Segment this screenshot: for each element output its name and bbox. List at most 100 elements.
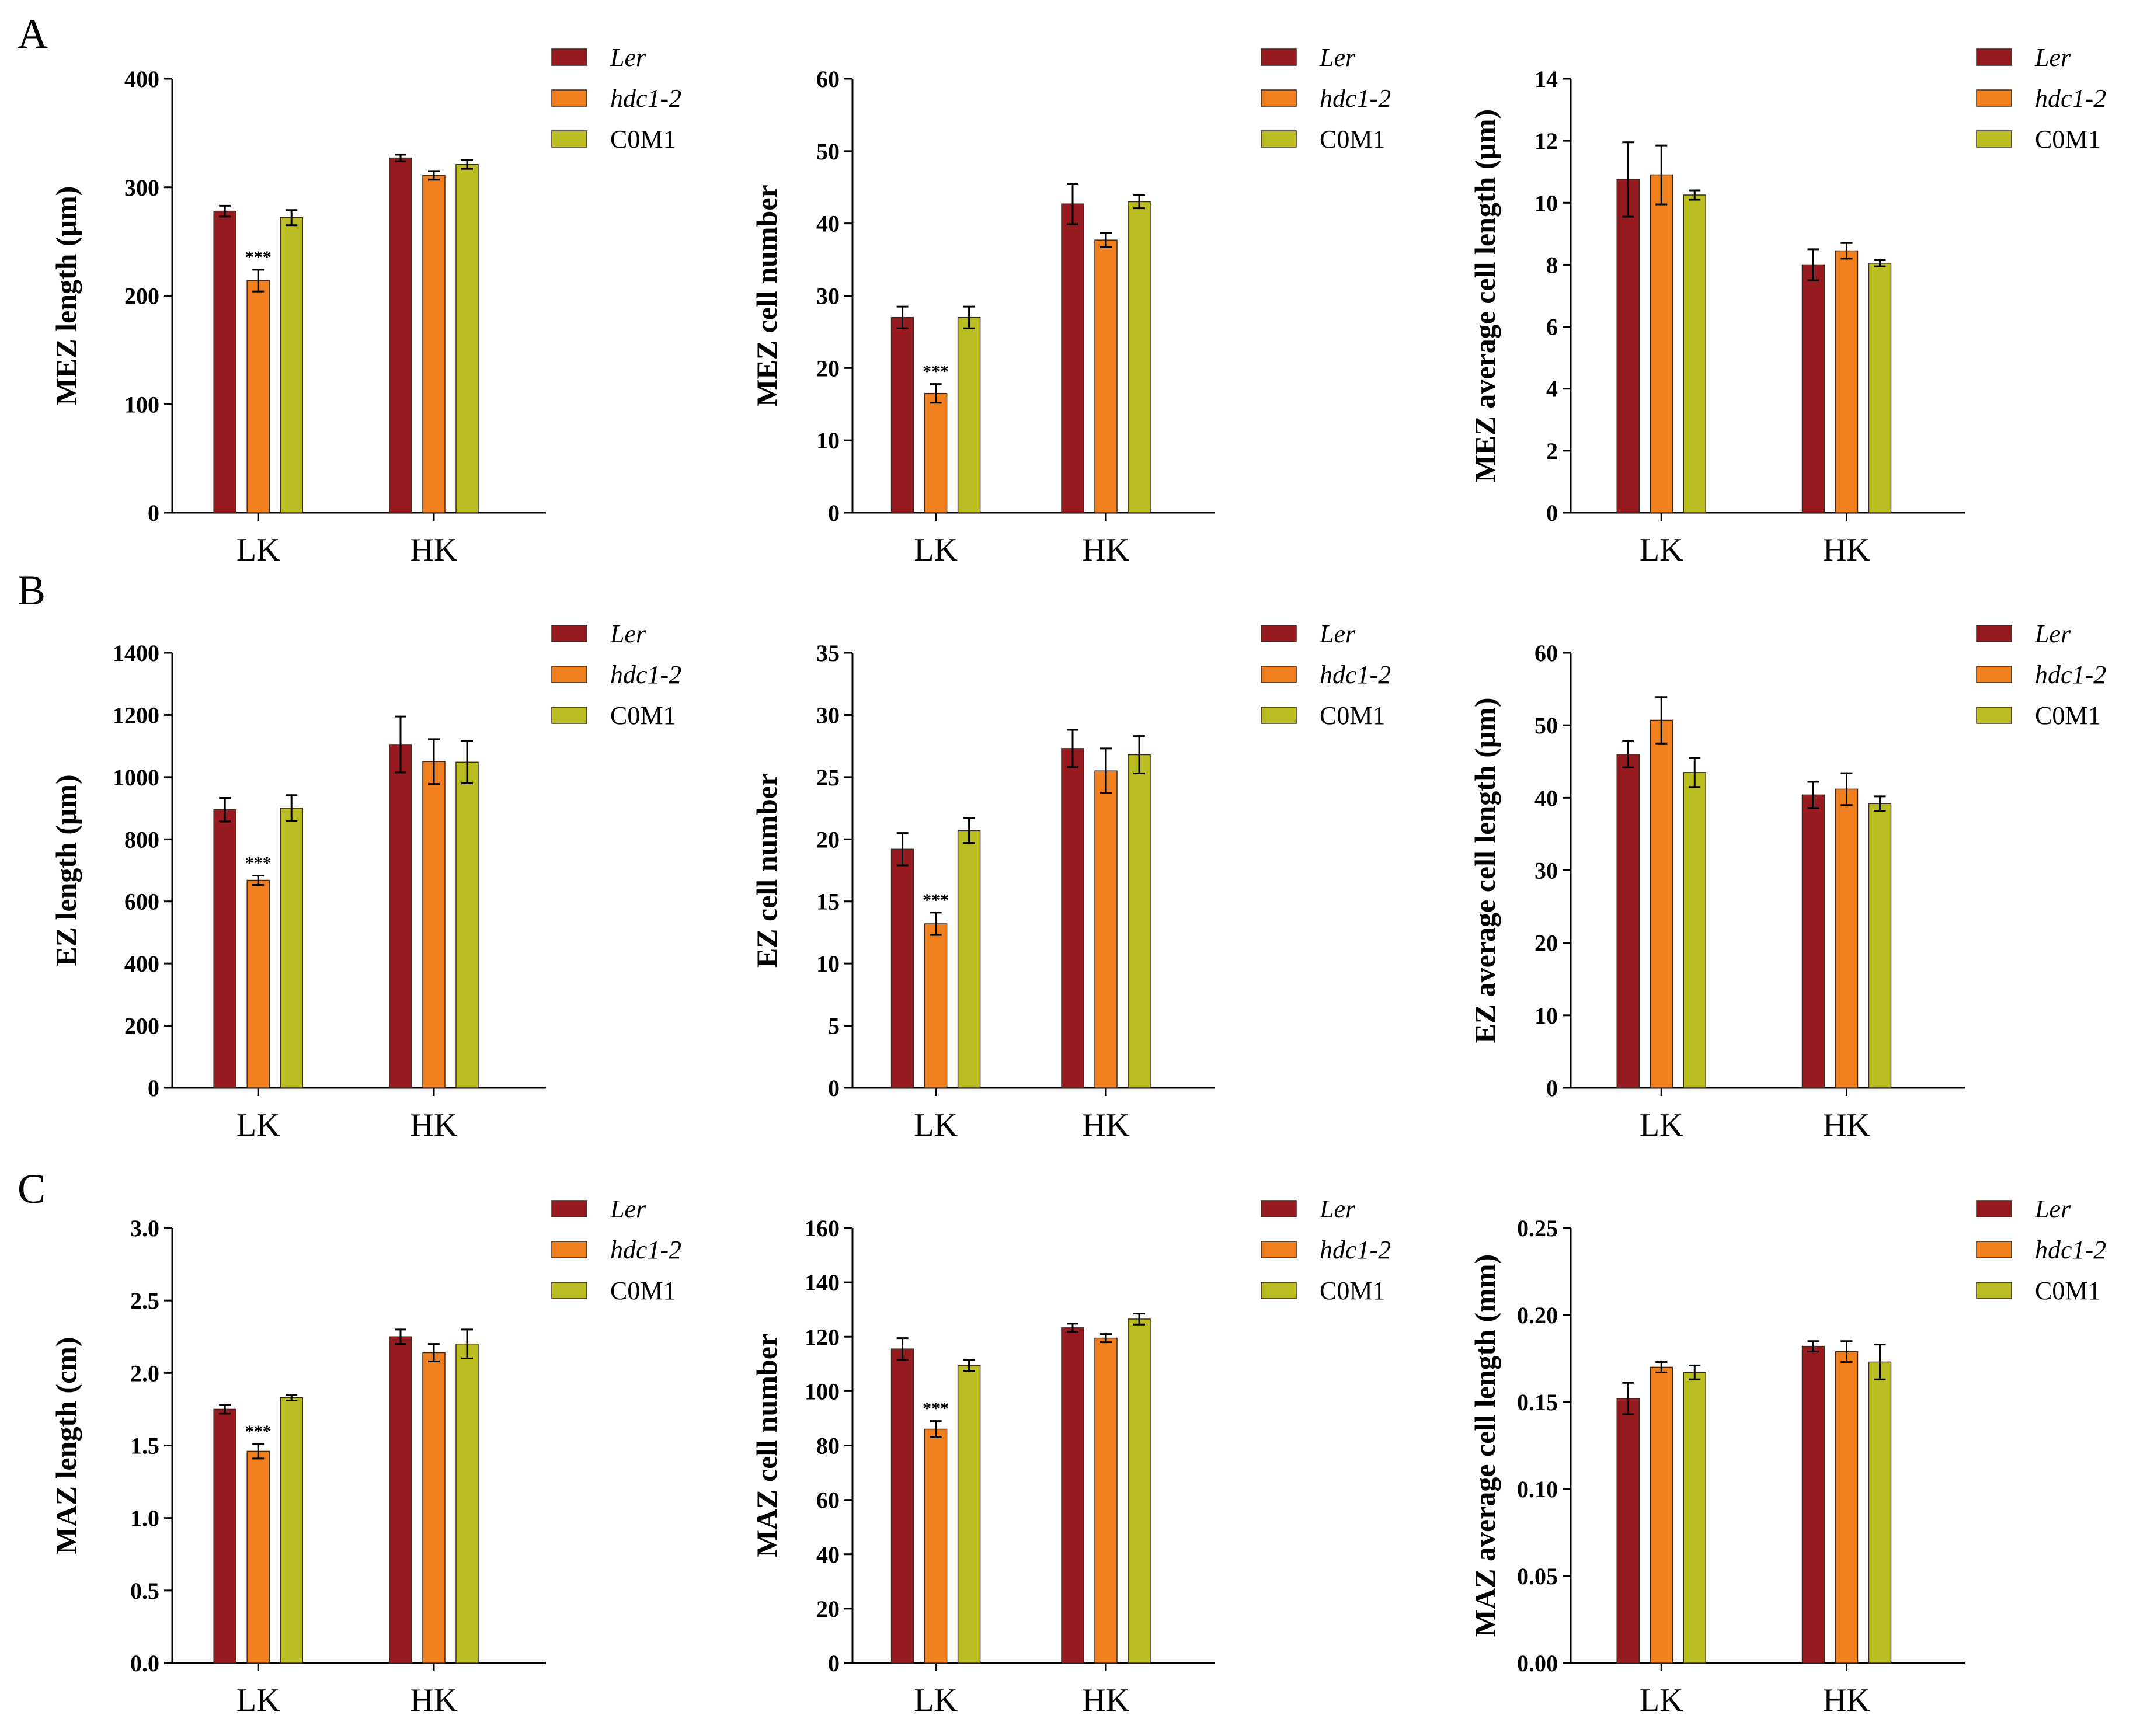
x-tick-label-lk: LK <box>1640 532 1683 568</box>
legend-swatch-2 <box>1976 1241 2012 1258</box>
bar-c0m1-lk <box>1683 772 1706 1088</box>
chart-3: 0 2 4 6 8 10 12 14 MEZ average cell length (μm) L… <box>1469 43 2106 568</box>
bar-c0m1-lk <box>280 1397 303 1664</box>
x-tick-label-hk: HK <box>1823 1682 1870 1718</box>
bar-hdc12-hk <box>1835 788 1859 1088</box>
bar-hdc12-lk <box>924 1428 948 1664</box>
y-tick-label: 0.00 <box>1517 1650 1558 1676</box>
x-tick-label-hk: HK <box>1823 1107 1870 1143</box>
y-tick-label: 100 <box>124 391 159 418</box>
y-tick-label: 2.0 <box>130 1360 159 1386</box>
bar-ler-lk <box>890 848 914 1088</box>
significance-marker: *** <box>245 854 272 873</box>
bar-ler-hk <box>1061 1327 1084 1664</box>
legend-swatch-2 <box>1976 89 2012 107</box>
y-axis-label: EZ cell number <box>750 773 783 968</box>
bar-c0m1-hk <box>1868 803 1892 1088</box>
bar-hdc12-lk <box>924 392 948 513</box>
chart-7: 0.0 0.5 1.0 1.5 2.0 2.5 3.0 MAZ length (cm) LK HK… <box>50 1195 681 1718</box>
y-tick-label: 200 <box>124 283 159 309</box>
y-tick-label: 20 <box>1534 930 1558 956</box>
legend-label-2: hdc1-2 <box>2035 84 2106 113</box>
bar-c0m1-lk <box>280 808 303 1088</box>
legend-swatch-2 <box>1261 89 1297 107</box>
y-tick-label: 800 <box>124 826 159 853</box>
bar-hdc12-hk <box>1094 1337 1118 1664</box>
bar-ler-lk <box>213 809 236 1088</box>
legend-label-1: Ler <box>610 620 646 648</box>
y-tick-label: 140 <box>805 1269 840 1296</box>
bar-hdc12-lk <box>246 1450 270 1664</box>
y-tick-label: 1200 <box>113 702 159 728</box>
y-axis-label: MAZ cell number <box>750 1334 783 1557</box>
y-tick-label: 40 <box>816 211 840 237</box>
legend-label-2: hdc1-2 <box>610 84 681 113</box>
legend-label-2: hdc1-2 <box>1320 660 1391 689</box>
y-tick-label: 50 <box>1534 712 1558 739</box>
bar-hdc12-lk <box>924 923 948 1088</box>
y-tick-label: 60 <box>1534 640 1558 666</box>
y-tick-label: 1400 <box>113 640 159 666</box>
y-axis-label: MEZ average cell length (μm) <box>1469 109 1501 482</box>
y-tick-label: 10 <box>1534 1003 1558 1029</box>
legend-swatch-3 <box>1976 130 2012 148</box>
y-tick-label: 100 <box>805 1378 840 1404</box>
y-tick-label: 50 <box>816 138 840 165</box>
y-tick-label: 25 <box>816 764 840 791</box>
y-tick-label: 40 <box>816 1542 840 1568</box>
y-tick-label: 0.5 <box>130 1578 159 1604</box>
legend-swatch-3 <box>1261 707 1297 724</box>
y-tick-label: 15 <box>816 889 840 915</box>
legend-swatch-1 <box>1261 1200 1297 1217</box>
legend-label-2: hdc1-2 <box>610 660 681 689</box>
significance-marker: *** <box>923 890 949 910</box>
bar-c0m1-lk <box>1683 1372 1706 1664</box>
y-tick-label: 0.20 <box>1517 1302 1558 1328</box>
y-tick-label: 160 <box>805 1215 840 1241</box>
y-axis-label: EZ length (μm) <box>50 774 82 966</box>
legend-label-3: C0M1 <box>610 701 676 730</box>
legend-swatch-3 <box>1976 707 2012 724</box>
y-tick-label: 400 <box>124 951 159 977</box>
y-tick-label: 400 <box>124 66 159 92</box>
bar-hdc12-hk <box>1835 250 1859 513</box>
y-tick-label: 60 <box>816 66 840 92</box>
y-tick-label: 20 <box>816 355 840 381</box>
x-tick-label-hk: HK <box>1083 1107 1130 1143</box>
legend-swatch-2 <box>1976 666 2012 683</box>
x-tick-label-hk: HK <box>1083 532 1130 568</box>
bar-hdc12-hk <box>1835 1351 1859 1664</box>
bar-c0m1-lk <box>280 217 303 513</box>
y-tick-label: 0 <box>148 500 159 526</box>
x-tick-label-lk: LK <box>914 1682 958 1718</box>
y-tick-label: 0.05 <box>1517 1563 1558 1589</box>
y-tick-label: 35 <box>816 640 840 666</box>
legend-label-2: hdc1-2 <box>1320 1236 1391 1264</box>
y-tick-label: 0.10 <box>1517 1476 1558 1502</box>
legend-swatch-2 <box>551 1241 587 1258</box>
bar-c0m1-hk <box>455 163 479 513</box>
bar-ler-lk <box>213 1408 236 1664</box>
y-tick-label: 3.0 <box>130 1215 159 1241</box>
legend-swatch-3 <box>551 1282 587 1299</box>
bar-c0m1-lk <box>957 1365 981 1664</box>
bar-hdc12-lk <box>1650 1366 1673 1664</box>
chart-8: 0 20 40 60 80 100 120 140 160 MAZ cell number LK HK… <box>750 1195 1391 1718</box>
x-tick-label-lk: LK <box>914 1107 958 1143</box>
legend-swatch-1 <box>1976 48 2012 66</box>
legend-label-2: hdc1-2 <box>1320 84 1391 113</box>
bar-hdc12-hk <box>422 761 446 1088</box>
y-tick-label: 10 <box>816 427 840 454</box>
x-tick-label-lk: LK <box>236 1107 280 1143</box>
bar-ler-lk <box>890 1348 914 1664</box>
legend-swatch-2 <box>551 89 587 107</box>
legend-swatch-3 <box>1976 1282 2012 1299</box>
y-axis-label: MEZ cell number <box>750 185 783 407</box>
y-tick-label: 300 <box>124 175 159 201</box>
legend-label-1: Ler <box>1319 620 1356 648</box>
chart-2: 0 10 20 30 40 50 60 MEZ cell number LK HK *** Ler hd… <box>750 43 1391 568</box>
bar-ler-lk <box>213 210 236 513</box>
y-tick-label: 60 <box>816 1487 840 1514</box>
panel-letter-a: A <box>18 11 48 57</box>
